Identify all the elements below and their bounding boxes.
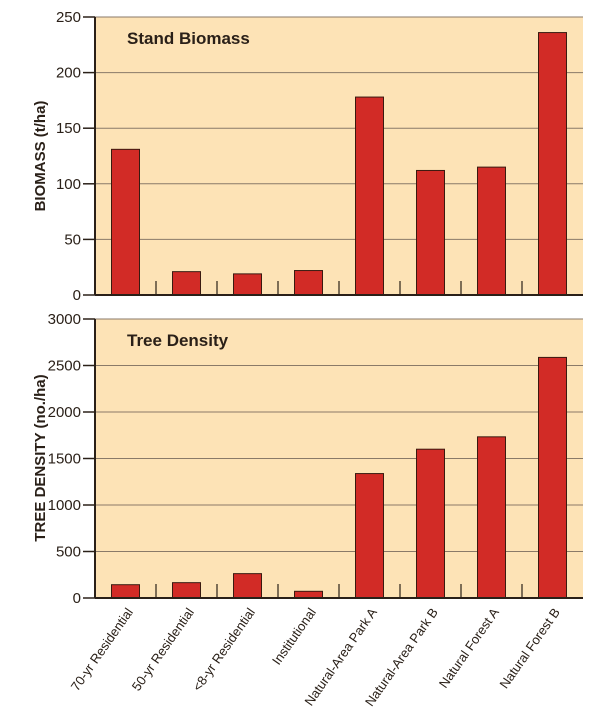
bar bbox=[111, 148, 140, 296]
bar bbox=[294, 270, 323, 296]
category-label: Natural Forest B bbox=[496, 605, 563, 691]
y-tick-label: 50 bbox=[64, 231, 81, 248]
panel-tree-density: 0 500 1000 1500 2000 2500 3000 Tree Density TREE… bbox=[32, 311, 583, 709]
y-tick-label: 500 bbox=[56, 544, 81, 561]
bar bbox=[416, 448, 445, 599]
category-label: Institutional bbox=[269, 605, 319, 668]
bar bbox=[538, 356, 567, 599]
y-tick-label: 3000 bbox=[48, 311, 81, 328]
panel-title: Stand Biomass bbox=[127, 29, 250, 48]
bar bbox=[477, 436, 506, 599]
bar bbox=[172, 271, 201, 296]
y-tick-label: 0 bbox=[73, 590, 81, 607]
y-tick-label: 100 bbox=[56, 176, 81, 193]
plot-background bbox=[95, 17, 583, 295]
panel-title: Tree Density bbox=[127, 331, 229, 350]
bar bbox=[111, 584, 140, 599]
bar bbox=[477, 166, 506, 296]
category-label: <8-yr Residential bbox=[190, 605, 259, 694]
y-tick-label: 250 bbox=[56, 9, 81, 26]
y-axis-title: TREE DENSITY (no./ha) bbox=[32, 374, 49, 541]
category-label: Natural Forest A bbox=[436, 605, 502, 691]
category-label: 70-yr Residential bbox=[68, 605, 136, 694]
y-tick-label: 1500 bbox=[48, 451, 81, 468]
bar bbox=[416, 169, 445, 296]
bar bbox=[233, 273, 262, 296]
y-tick-label: 2500 bbox=[48, 358, 81, 375]
y-axis-title: BIOMASS (t/ha) bbox=[32, 101, 49, 212]
panel-stand-biomass: 0 50 100 150 200 250 Stand Biomass BIOMASS (t/h… bbox=[32, 9, 583, 304]
bar bbox=[172, 582, 201, 599]
y-tick-label: 200 bbox=[56, 65, 81, 82]
y-tick-label: 2000 bbox=[48, 404, 81, 421]
bar bbox=[233, 573, 262, 599]
bar bbox=[355, 473, 384, 599]
y-tick-label: 150 bbox=[56, 120, 81, 137]
category-label: 50-yr Residential bbox=[129, 605, 197, 694]
bar bbox=[355, 96, 384, 296]
y-tick-label: 0 bbox=[73, 287, 81, 304]
bar bbox=[538, 32, 567, 296]
y-tick-label: 1000 bbox=[48, 497, 81, 514]
bar bbox=[294, 590, 323, 599]
